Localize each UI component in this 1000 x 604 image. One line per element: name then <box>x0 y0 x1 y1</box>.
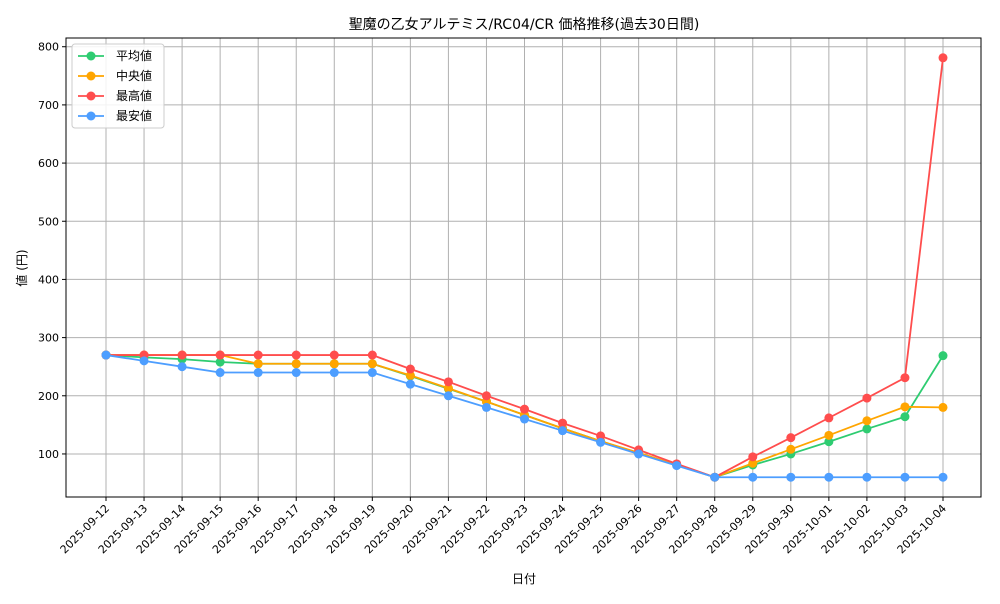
data-point <box>558 418 568 428</box>
y-tick-label: 400 <box>38 273 59 286</box>
y-tick-label: 600 <box>38 157 59 170</box>
chart-title: 聖魔の乙女アルテミス/RC04/CR 価格推移(過去30日間) <box>349 16 700 33</box>
legend-label: 最高値 <box>116 88 152 103</box>
data-point <box>520 414 529 424</box>
data-point <box>215 357 225 367</box>
data-point <box>101 350 111 360</box>
data-point <box>291 359 301 369</box>
y-axis-label: 値 (円) <box>14 249 29 286</box>
data-point <box>520 404 529 414</box>
data-point <box>329 359 339 369</box>
data-point <box>215 368 225 378</box>
y-tick-label: 500 <box>38 215 59 228</box>
data-point <box>900 412 910 422</box>
data-point <box>329 368 339 378</box>
legend-swatch-marker <box>86 111 96 121</box>
data-point <box>748 472 758 482</box>
data-point <box>329 350 339 360</box>
data-point <box>367 368 377 378</box>
legend-swatch-marker <box>86 51 96 61</box>
legend-label: 最安値 <box>116 108 152 123</box>
data-point <box>405 364 415 374</box>
data-point <box>938 402 948 412</box>
data-point <box>824 413 834 423</box>
data-point <box>367 350 377 360</box>
data-point <box>596 431 606 441</box>
data-point <box>938 351 948 361</box>
data-point <box>253 368 263 378</box>
data-point <box>862 393 872 403</box>
y-tick-label: 100 <box>38 448 59 461</box>
data-point <box>253 359 263 369</box>
data-point <box>291 368 301 378</box>
x-axis-label: 日付 <box>512 572 536 586</box>
data-point <box>367 359 377 369</box>
data-point <box>443 391 453 401</box>
data-point <box>253 350 263 360</box>
data-point <box>786 444 796 454</box>
series-3 <box>101 350 948 482</box>
data-point <box>938 53 948 63</box>
data-point <box>824 437 834 447</box>
legend-swatch-marker <box>86 91 96 101</box>
data-point <box>558 426 568 436</box>
y-tick-label: 700 <box>38 99 59 112</box>
legend-label: 平均値 <box>116 48 152 63</box>
data-point <box>900 373 910 383</box>
data-point <box>634 449 644 459</box>
legend-box <box>71 43 165 129</box>
data-point <box>139 356 149 366</box>
data-point <box>177 362 187 372</box>
data-point <box>291 350 301 360</box>
data-point <box>938 472 948 482</box>
legend-swatch-marker <box>86 71 96 81</box>
data-point <box>481 402 491 412</box>
data-point <box>177 350 187 360</box>
data-point <box>710 472 720 482</box>
data-point <box>862 424 872 434</box>
data-point <box>596 437 606 447</box>
data-point <box>215 350 225 360</box>
y-tick-label: 200 <box>38 390 59 403</box>
data-point <box>748 452 758 462</box>
data-point <box>900 402 910 412</box>
data-point <box>405 370 415 380</box>
data-point <box>443 383 453 393</box>
data-point <box>405 379 415 389</box>
data-point <box>481 391 491 401</box>
data-point <box>748 458 758 468</box>
data-point <box>862 416 872 426</box>
data-point <box>443 377 453 387</box>
y-tick-label: 300 <box>38 332 59 345</box>
data-point <box>786 472 796 482</box>
data-point <box>824 430 834 440</box>
data-point <box>786 433 796 443</box>
data-point <box>672 461 682 471</box>
plot-frame <box>65 37 982 498</box>
y-tick-label: 800 <box>38 41 59 54</box>
data-point <box>824 472 834 482</box>
legend-label: 中央値 <box>116 68 152 83</box>
data-point <box>900 472 910 482</box>
data-point <box>862 472 872 482</box>
